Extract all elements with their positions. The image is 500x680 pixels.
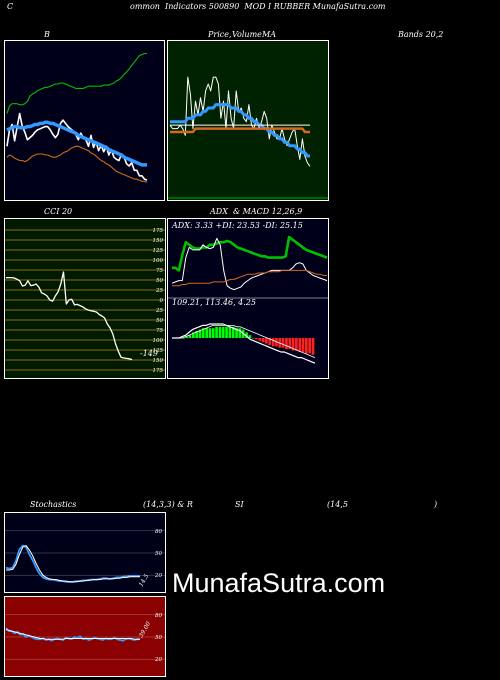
cci-tick-label: 175: [153, 368, 164, 374]
cci-tick-label: 100: [153, 338, 164, 344]
bollinger-chart: [4, 40, 165, 201]
cci-tick-label: 25: [155, 288, 163, 294]
cci-tick-label: 75: [156, 328, 163, 334]
price-ma-frame: [167, 40, 329, 201]
price-panel-title-a: Price,: [208, 30, 232, 39]
bands-panel-title: Bands 20,2: [398, 30, 444, 39]
stochastics-tick-label: 80: [155, 529, 162, 535]
stoch-title-e: ): [434, 500, 438, 509]
macd-histogram-bar: [251, 338, 255, 339]
stoch-title-c: SI: [235, 500, 244, 509]
cci-tick-label: 50: [156, 318, 163, 324]
macd-histogram-bar: [301, 338, 305, 352]
watermark: MunafaSutra.com: [172, 568, 386, 598]
macd-histogram-bar: [201, 328, 205, 338]
cci-tick-label: 125: [153, 248, 164, 254]
cci-chart: 175 150 125 100 75 50 25 0 25 50 75 100 125 150 175 -1…: [4, 218, 166, 379]
cci-tick-label: 0: [160, 298, 164, 304]
header-title-part1: ommon Indicators 500890 MOD: [130, 2, 266, 11]
rsi-tick-label: 20: [154, 657, 162, 663]
macd-histogram-bar: [311, 338, 315, 355]
macd-histogram-bar: [258, 338, 262, 341]
bb-panel-title: B: [44, 30, 50, 39]
macd-histogram-bar: [305, 338, 308, 354]
cci-tick-label: 75: [156, 268, 163, 274]
adx-macd-chart: ADX: 3.33 +DI: 23.53 -DI: 25.15 109.21, …: [167, 218, 329, 379]
rsi-tick-label: 50: [155, 635, 162, 641]
cci-tick-label: 150: [153, 358, 164, 364]
stochastics-series-1: [6, 545, 140, 583]
price-ma-series-2: [170, 127, 310, 134]
macd-histogram-bar: [308, 338, 311, 354]
stoch-title-a: Stochastics: [30, 500, 77, 509]
macd-histogram-bar: [245, 332, 248, 338]
macd-histogram-bar: [192, 332, 195, 338]
header-left: C: [7, 2, 14, 11]
cci-panel-title: CCI 20: [44, 207, 73, 216]
price-ma-series-0: [169, 76, 311, 167]
macd-histogram-bar: [208, 328, 212, 338]
price-ma-series-1: [170, 103, 310, 158]
cci-tick-label: 125: [153, 348, 164, 354]
cci-tick-label: 25: [155, 308, 163, 314]
macd-histogram-bar: [271, 338, 275, 347]
macd-histogram-bar: [231, 326, 235, 338]
adx-macd-panel-title: ADX & MACD 12,26,9: [210, 207, 303, 216]
macd-histogram-bar: [211, 328, 215, 338]
macd-histogram-bar: [228, 326, 232, 338]
macd-histogram-bar: [195, 331, 198, 338]
macd-line-0: [172, 323, 316, 364]
macd-histogram-bar: [182, 338, 185, 339]
adx-series-2: [172, 269, 327, 287]
cci-tick-label: 150: [153, 238, 164, 244]
cci-line: [6, 271, 133, 361]
macd-readout: 109.21, 113.46, 4.25: [172, 298, 256, 307]
macd-histogram-bar: [255, 338, 258, 340]
stochastics-tick-label: 50: [155, 551, 162, 557]
adx-series-0: [172, 235, 328, 272]
macd-histogram-bar: [238, 328, 242, 338]
adx-series-1: [171, 237, 328, 291]
bollinger-series-orange: [6, 145, 148, 183]
macd-histogram-bar: [185, 336, 188, 338]
rsi-series-1: [5, 629, 140, 640]
price-panel-title-b: Volume: [232, 30, 262, 39]
bollinger-series-green: [6, 52, 147, 114]
macd-histogram-bar: [261, 338, 265, 343]
macd-histogram-bar: [298, 338, 302, 352]
price-ma-chart: [167, 40, 329, 201]
stoch-title-b: (14,3,3) & R: [143, 500, 193, 509]
macd-histogram-bar: [268, 338, 272, 345]
macd-histogram-bar: [291, 338, 295, 351]
header-title-part2: I RUBBER MunafaSutra.com: [268, 2, 386, 11]
stoch-title-d: (14,5: [327, 500, 348, 509]
macd-histogram-bar: [221, 326, 225, 338]
rsi-tick-label: 80: [155, 613, 162, 619]
macd-histogram-bar: [218, 326, 222, 338]
macd-histogram-bar: [215, 326, 218, 338]
adx-readout: ADX: 3.33 +DI: 23.53 -DI: 25.15: [171, 221, 303, 230]
macd-histogram-bar: [225, 326, 228, 338]
cci-value-label: -149: [140, 349, 158, 358]
cci-tick-label: 50: [156, 278, 163, 284]
cci-frame: [4, 218, 166, 379]
macd-histogram-bar: [288, 338, 292, 350]
macd-histogram-bar: [248, 335, 252, 338]
price-panel-title-c: MA: [262, 30, 276, 39]
macd-histogram-bar: [235, 328, 238, 338]
macd-histogram-bar: [188, 335, 192, 338]
cci-tick-label: 100: [153, 258, 164, 264]
bollinger-series-blue: [6, 120, 147, 167]
macd-histogram-bar: [295, 338, 298, 351]
macd-histogram-bar: [265, 338, 268, 344]
macd-histogram-bar: [285, 338, 288, 350]
macd-histogram-bar: [205, 328, 208, 338]
stochastics-tick-label: 20: [154, 573, 162, 579]
macd-line-1: [172, 325, 316, 358]
cci-tick-label: 175: [153, 228, 164, 234]
macd-histogram-bar: [281, 338, 285, 348]
macd-histogram-bar: [198, 329, 202, 338]
